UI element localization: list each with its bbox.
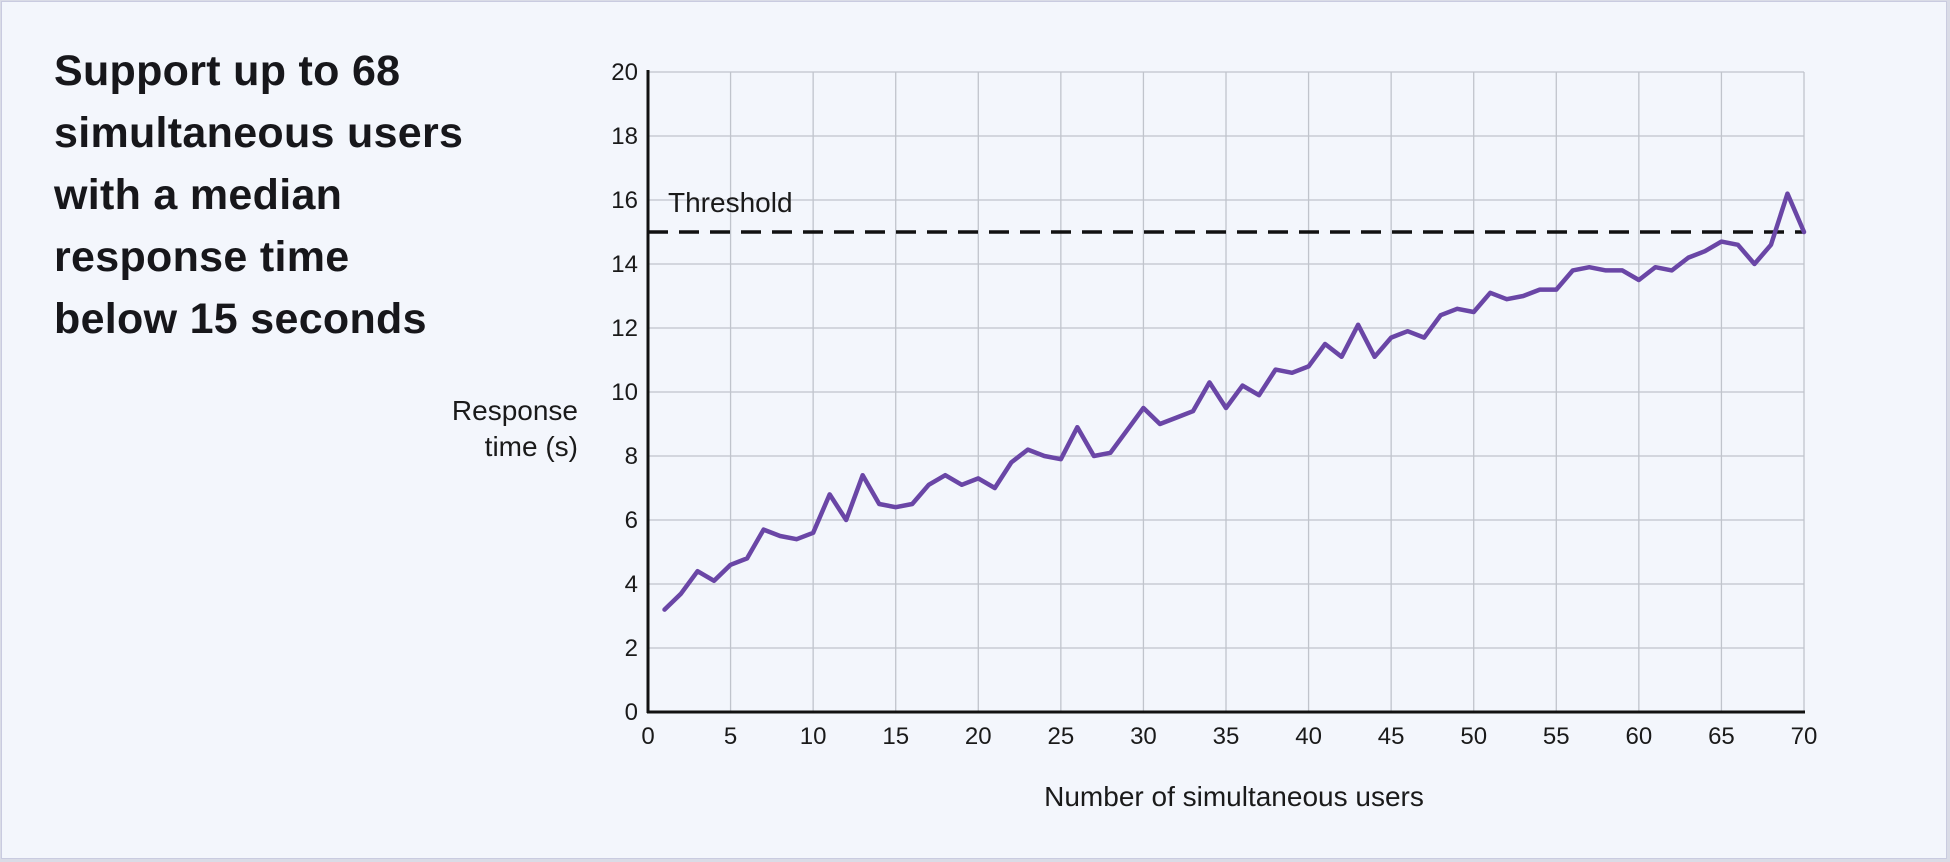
x-tick-label: 25 [1048, 723, 1075, 750]
series-line [662, 191, 1807, 612]
x-tick-label: 55 [1543, 723, 1570, 750]
y-axis-label-line: Response [452, 395, 578, 426]
x-tick-label: 30 [1130, 723, 1157, 750]
headline-line: below 15 seconds [54, 295, 427, 343]
axes [646, 70, 1805, 714]
y-tick-label: 6 [625, 507, 638, 534]
x-tick-label: 5 [724, 723, 737, 750]
y-tick-label: 14 [611, 251, 638, 278]
y-tick-label: 0 [625, 699, 638, 726]
x-tick-label: 50 [1460, 723, 1487, 750]
x-tick-label: 40 [1295, 723, 1322, 750]
y-tick-label: 20 [611, 59, 638, 86]
chart-headline: Support up to 68 simultaneous users with… [54, 40, 524, 350]
y-tick-label: 18 [611, 123, 638, 150]
x-tick-label: 0 [641, 723, 654, 750]
y-axis-label-line: time (s) [485, 431, 578, 462]
grid [648, 71, 1805, 712]
x-tick-label: 15 [882, 723, 909, 750]
headline-line: response time [54, 233, 350, 281]
y-tick-label: 12 [611, 315, 638, 342]
series [662, 191, 1807, 612]
headline-line: simultaneous users [54, 109, 464, 157]
y-tick-label: 4 [625, 571, 638, 598]
x-tick-label: 35 [1213, 723, 1240, 750]
x-axis-label: Number of simultaneous users [1044, 781, 1424, 812]
threshold-label: Threshold [668, 187, 793, 218]
headline-line: Support up to 68 [54, 47, 401, 95]
x-tick-label: 10 [800, 723, 827, 750]
x-tick-label: 60 [1626, 723, 1653, 750]
x-tick-label: 65 [1708, 723, 1735, 750]
y-tick-label: 16 [611, 187, 638, 214]
threshold: Threshold [648, 187, 1804, 234]
x-tick-label: 45 [1378, 723, 1405, 750]
y-tick-label: 10 [611, 379, 638, 406]
y-tick-label: 8 [625, 443, 638, 470]
headline-line: with a median [54, 171, 343, 219]
tick-labels: 0 5 10 15 20 25 30 35 40 45 50 55 60 65 70 0 2 4 6 8 10 12 14 1… [611, 59, 1817, 750]
x-tick-label: 20 [965, 723, 992, 750]
y-tick-label: 2 [625, 635, 638, 662]
x-tick-label: 70 [1791, 723, 1818, 750]
